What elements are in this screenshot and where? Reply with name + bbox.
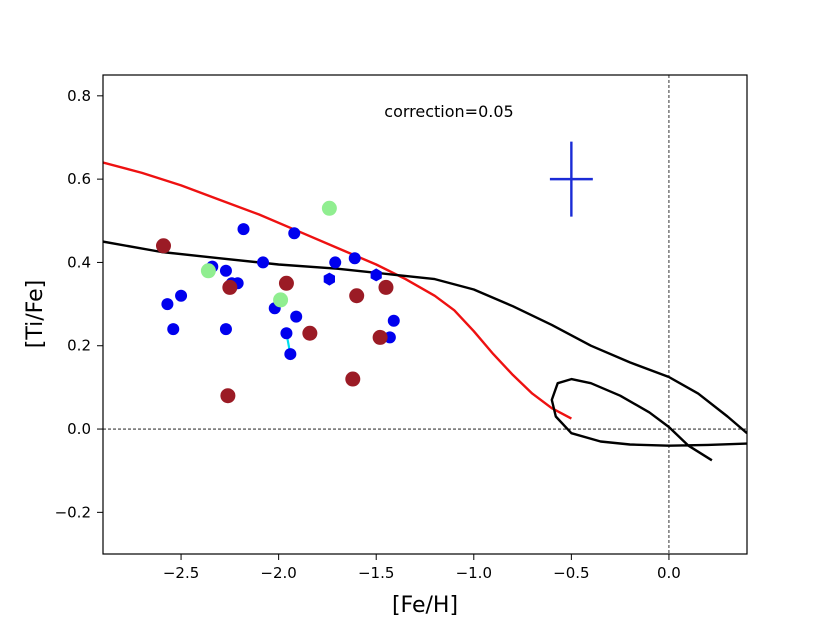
x-tick-label: −2.5	[163, 564, 199, 582]
data-point-darkred	[220, 388, 236, 404]
data-point-lightgreen	[321, 200, 337, 216]
x-tick-label: −1.5	[358, 564, 394, 582]
data-point-darkred	[278, 275, 294, 291]
data-point-blue	[175, 289, 188, 302]
model-curve-1	[103, 161, 572, 420]
data-point-darkred	[155, 238, 171, 254]
data-point-blue	[257, 256, 270, 269]
data-point-blue	[290, 310, 303, 323]
plot-frame	[102, 74, 748, 555]
y-axis-ticks: −0.2 0.0 0.2 0.4 0.6 0.8	[55, 87, 103, 521]
data-point-blue	[329, 256, 342, 269]
data-point-darkred	[345, 371, 361, 387]
data-point-blue	[237, 223, 250, 236]
y-tick-label: −0.2	[55, 503, 91, 521]
x-tick-label: −0.5	[553, 564, 589, 582]
data-point-darkred	[222, 279, 238, 295]
data-point-blue	[167, 323, 180, 336]
model-curve-2	[103, 240, 747, 435]
x-tick-label: −2.0	[260, 564, 296, 582]
x-tick-label: −1.0	[456, 564, 492, 582]
annotation-text: correction=0.05	[384, 102, 513, 121]
data-point-blue	[219, 323, 232, 336]
data-point-blue	[387, 314, 400, 327]
data-point-hexagon	[323, 272, 335, 286]
y-axis-label: [Ti/Fe]	[23, 280, 48, 348]
data-point-blue	[284, 348, 297, 361]
x-axis-ticks: −2.5 −2.0 −1.5 −1.0 −0.5 0.0	[163, 554, 681, 582]
y-tick-label: 0.2	[67, 337, 91, 355]
data-point-blue	[348, 252, 361, 265]
y-tick-label: 0.8	[67, 87, 91, 105]
plot-area	[103, 75, 747, 554]
data-point-darkred	[378, 279, 394, 295]
model-curves	[103, 161, 747, 462]
y-tick-label: 0.4	[67, 253, 91, 271]
x-axis-label: [Fe/H]	[392, 593, 458, 618]
data-point-darkred	[302, 325, 318, 341]
data-point-darkred	[372, 329, 388, 345]
error-bar	[549, 141, 593, 217]
data-point-blue	[280, 327, 293, 340]
data-point-hexagon	[370, 268, 382, 282]
model-curve-3	[550, 377, 747, 462]
y-tick-label: 0.6	[67, 170, 91, 188]
data-point-lightgreen	[273, 292, 289, 308]
reference-lines	[103, 75, 747, 554]
x-tick-label: 0.0	[657, 564, 681, 582]
data-point-blue	[161, 298, 174, 311]
data-point-blue	[219, 264, 232, 277]
data-points	[155, 200, 400, 404]
data-point-lightgreen	[200, 263, 216, 279]
data-point-darkred	[349, 288, 365, 304]
y-tick-label: 0.0	[67, 420, 91, 438]
data-point-blue	[288, 227, 301, 240]
